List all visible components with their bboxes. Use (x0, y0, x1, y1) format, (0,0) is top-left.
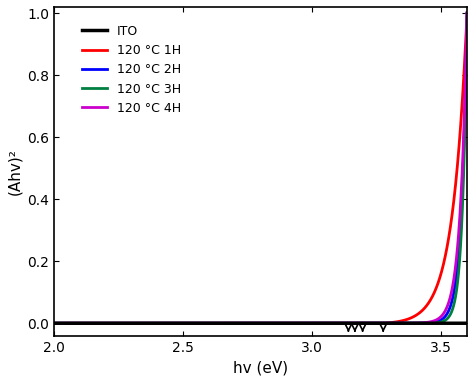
120 °C 1H (299, 321, 305, 325)
120 °C 3H (391, 321, 397, 325)
Line: 120 °C 1H: 120 °C 1H (55, 13, 467, 323)
Y-axis label: (Ahv)²: (Ahv)² (7, 148, 22, 195)
120 °C 2H (320, 321, 326, 325)
120 °C 1H (52, 321, 57, 325)
120 °C 1H (127, 321, 132, 325)
120 °C 4H (209, 321, 215, 325)
120 °C 1H (464, 11, 470, 15)
ITO (127, 321, 132, 325)
Line: 120 °C 3H: 120 °C 3H (55, 13, 467, 323)
Line: 120 °C 4H: 120 °C 4H (55, 13, 467, 323)
120 °C 3H (464, 11, 470, 15)
120 °C 4H (320, 321, 326, 325)
ITO (359, 321, 365, 325)
120 °C 2H (391, 321, 397, 325)
ITO (299, 321, 305, 325)
120 °C 3H (359, 321, 365, 325)
ITO (464, 321, 470, 325)
120 °C 3H (52, 321, 57, 325)
120 °C 1H (209, 321, 215, 325)
X-axis label: hv (eV): hv (eV) (233, 360, 288, 375)
Legend: ITO, 120 °C 1H, 120 °C 2H, 120 °C 3H, 120 °C 4H: ITO, 120 °C 1H, 120 °C 2H, 120 °C 3H, 12… (77, 20, 186, 120)
120 °C 2H (299, 321, 305, 325)
120 °C 1H (391, 320, 397, 325)
ITO (52, 321, 57, 325)
120 °C 3H (320, 321, 326, 325)
120 °C 4H (299, 321, 305, 325)
120 °C 1H (320, 321, 326, 325)
120 °C 1H (359, 321, 365, 325)
120 °C 3H (299, 321, 305, 325)
120 °C 4H (359, 321, 365, 325)
120 °C 4H (127, 321, 132, 325)
120 °C 2H (464, 11, 470, 15)
ITO (391, 321, 397, 325)
120 °C 2H (127, 321, 132, 325)
120 °C 3H (209, 321, 215, 325)
120 °C 2H (359, 321, 365, 325)
120 °C 3H (127, 321, 132, 325)
120 °C 4H (52, 321, 57, 325)
120 °C 4H (391, 321, 397, 325)
ITO (209, 321, 215, 325)
120 °C 2H (52, 321, 57, 325)
120 °C 4H (464, 11, 470, 15)
Line: 120 °C 2H: 120 °C 2H (55, 13, 467, 323)
120 °C 2H (209, 321, 215, 325)
ITO (320, 321, 326, 325)
